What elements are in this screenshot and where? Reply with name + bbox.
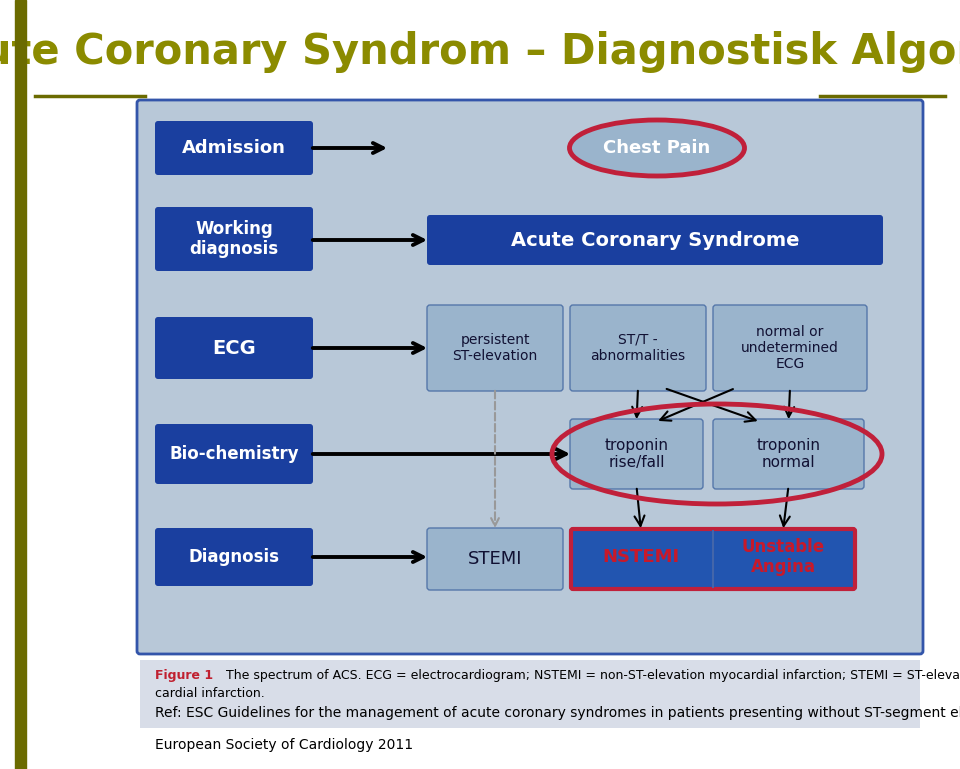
Bar bbox=[15, 0, 26, 769]
Text: Diagnosis: Diagnosis bbox=[188, 548, 279, 566]
Ellipse shape bbox=[569, 120, 745, 176]
Text: ST/T -
abnormalities: ST/T - abnormalities bbox=[590, 333, 685, 363]
Text: Bio-chemistry: Bio-chemistry bbox=[169, 445, 299, 463]
Text: Admission: Admission bbox=[182, 139, 286, 157]
FancyBboxPatch shape bbox=[155, 317, 313, 379]
Text: The spectrum of ACS. ECG = electrocardiogram; NSTEMI = non-ST-elevation myocardi: The spectrum of ACS. ECG = electrocardio… bbox=[218, 669, 960, 682]
Text: Chest Pain: Chest Pain bbox=[604, 139, 710, 157]
FancyBboxPatch shape bbox=[427, 305, 563, 391]
Text: Acute Coronary Syndrome: Acute Coronary Syndrome bbox=[511, 231, 800, 249]
FancyBboxPatch shape bbox=[713, 419, 864, 489]
FancyBboxPatch shape bbox=[137, 100, 923, 654]
Bar bbox=[140, 660, 920, 728]
Text: ECG: ECG bbox=[212, 338, 256, 358]
FancyBboxPatch shape bbox=[570, 305, 706, 391]
Text: Acute Coronary Syndrom – Diagnostisk Algoritm: Acute Coronary Syndrom – Diagnostisk Alg… bbox=[0, 31, 960, 73]
Text: Ref: ESC Guidelines for the management of acute coronary syndromes in patients p: Ref: ESC Guidelines for the management o… bbox=[155, 706, 960, 720]
FancyBboxPatch shape bbox=[571, 529, 855, 589]
Text: Unstable
Angina: Unstable Angina bbox=[741, 538, 825, 577]
FancyBboxPatch shape bbox=[427, 528, 563, 590]
FancyBboxPatch shape bbox=[155, 528, 313, 586]
Text: Figure 1: Figure 1 bbox=[155, 669, 213, 682]
FancyBboxPatch shape bbox=[155, 424, 313, 484]
Text: European Society of Cardiology 2011: European Society of Cardiology 2011 bbox=[155, 738, 413, 752]
FancyBboxPatch shape bbox=[713, 305, 867, 391]
FancyBboxPatch shape bbox=[155, 121, 313, 175]
Text: troponin
rise/fall: troponin rise/fall bbox=[605, 438, 668, 470]
Text: persistent
ST-elevation: persistent ST-elevation bbox=[452, 333, 538, 363]
Text: cardial infarction.: cardial infarction. bbox=[155, 687, 265, 700]
Text: normal or
undetermined
ECG: normal or undetermined ECG bbox=[741, 325, 839, 371]
Text: STEMI: STEMI bbox=[468, 550, 522, 568]
FancyBboxPatch shape bbox=[427, 215, 883, 265]
FancyBboxPatch shape bbox=[570, 419, 703, 489]
Text: Working
diagnosis: Working diagnosis bbox=[189, 220, 278, 258]
Text: troponin
normal: troponin normal bbox=[756, 438, 821, 470]
Text: NSTEMI: NSTEMI bbox=[603, 548, 680, 566]
FancyBboxPatch shape bbox=[155, 207, 313, 271]
